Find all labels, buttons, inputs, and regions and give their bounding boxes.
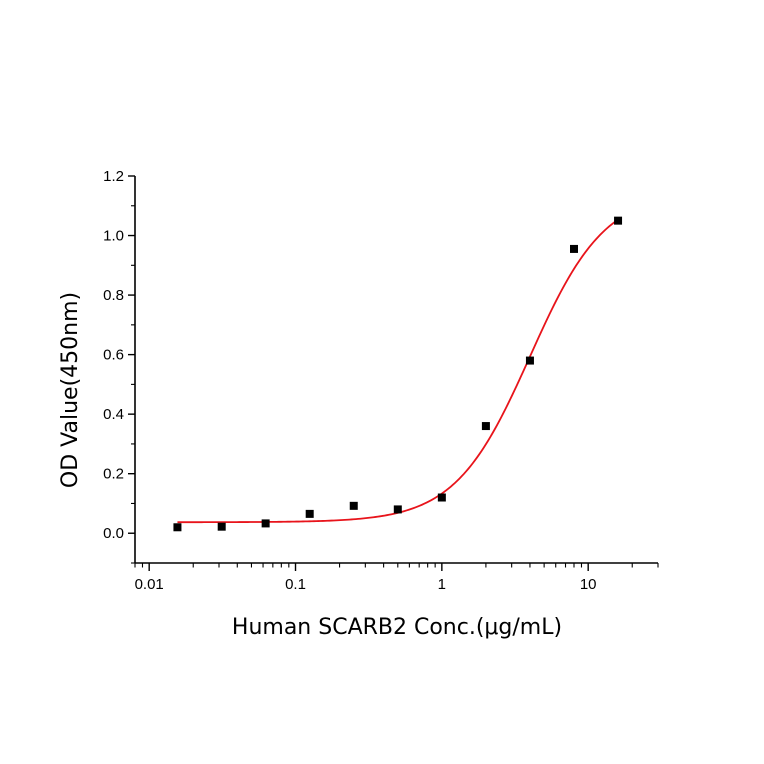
data-point <box>261 519 270 528</box>
axes <box>134 176 658 564</box>
y-axis-title: OD Value(450nm) <box>58 292 83 488</box>
x-axis-title: Human SCARB2 Conc.(μg/mL) <box>232 615 562 640</box>
data-point <box>173 523 182 532</box>
x-tick-label: 0.1 <box>285 576 306 593</box>
data-point <box>305 509 314 518</box>
data-point <box>437 493 446 502</box>
x-tick-label: 1 <box>438 576 446 593</box>
data-points <box>173 216 623 532</box>
data-point <box>481 422 490 431</box>
data-point <box>570 244 578 253</box>
x-tick-label: 10 <box>580 576 597 593</box>
data-point <box>525 356 534 365</box>
y-tick-label: 0.4 <box>103 406 124 423</box>
data-point <box>217 522 226 531</box>
y-tick-label: 0.8 <box>103 287 124 304</box>
ticks: 0.0 0.2 0.4 0.6 0.8 1.0 1.2 0.01 0.1 1 10 <box>103 168 659 593</box>
fit-curve-layer <box>177 218 619 524</box>
x-tick-label: 0.01 <box>135 576 164 593</box>
y-tick-label: 1.2 <box>103 168 124 185</box>
data-point <box>349 501 358 510</box>
data-point <box>614 216 623 225</box>
y-tick-label: 0.2 <box>103 466 124 483</box>
y-tick-label: 1.0 <box>103 228 124 245</box>
y-tick-label: 0.6 <box>103 347 124 364</box>
fit-curve-line <box>177 218 619 524</box>
data-point <box>393 505 402 514</box>
y-tick-label: 0.0 <box>103 525 124 542</box>
